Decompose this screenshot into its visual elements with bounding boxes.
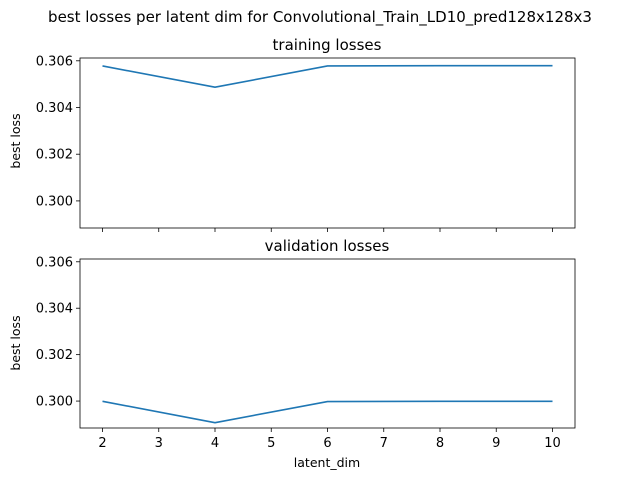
training-y-axis-label: best loss bbox=[8, 113, 23, 168]
y-tick-label: 0.306 bbox=[36, 255, 73, 270]
y-tick-label: 0.300 bbox=[36, 194, 73, 209]
y-tick-label: 0.302 bbox=[36, 148, 73, 163]
x-tick-label: 2 bbox=[98, 436, 106, 451]
x-tick-label: 4 bbox=[211, 436, 219, 451]
x-tick-label: 10 bbox=[544, 436, 561, 451]
x-tick-label: 7 bbox=[380, 436, 388, 451]
validation-losses-title: validation losses bbox=[265, 237, 390, 255]
x-axis-label: latent_dim bbox=[294, 455, 360, 470]
y-tick-label: 0.300 bbox=[36, 395, 73, 410]
training-losses-panel: training losses best loss 0.300 0.302 0.30… bbox=[8, 36, 576, 232]
x-tick-label: 9 bbox=[492, 436, 500, 451]
y-tick-label: 0.304 bbox=[36, 302, 73, 317]
axes-frame bbox=[79, 57, 576, 229]
series-line bbox=[102, 64, 553, 88]
y-tick-label: 0.302 bbox=[36, 348, 73, 363]
axes-frame bbox=[79, 258, 576, 429]
series-line bbox=[102, 400, 553, 424]
validation-y-axis-label: best loss bbox=[8, 315, 23, 370]
x-tick-label: 8 bbox=[436, 436, 444, 451]
validation-losses-panel: validation losses best loss 0.300 0.302 0.… bbox=[8, 237, 576, 451]
x-tick-label: 3 bbox=[155, 436, 163, 451]
y-tick-label: 0.304 bbox=[36, 101, 73, 116]
y-tick-label: 0.306 bbox=[36, 54, 73, 69]
x-tick-label: 5 bbox=[267, 436, 275, 451]
chart-suptitle: best losses per latent dim for Convoluti… bbox=[48, 8, 592, 27]
x-tick-label: 6 bbox=[323, 436, 331, 451]
training-losses-title: training losses bbox=[273, 36, 382, 54]
